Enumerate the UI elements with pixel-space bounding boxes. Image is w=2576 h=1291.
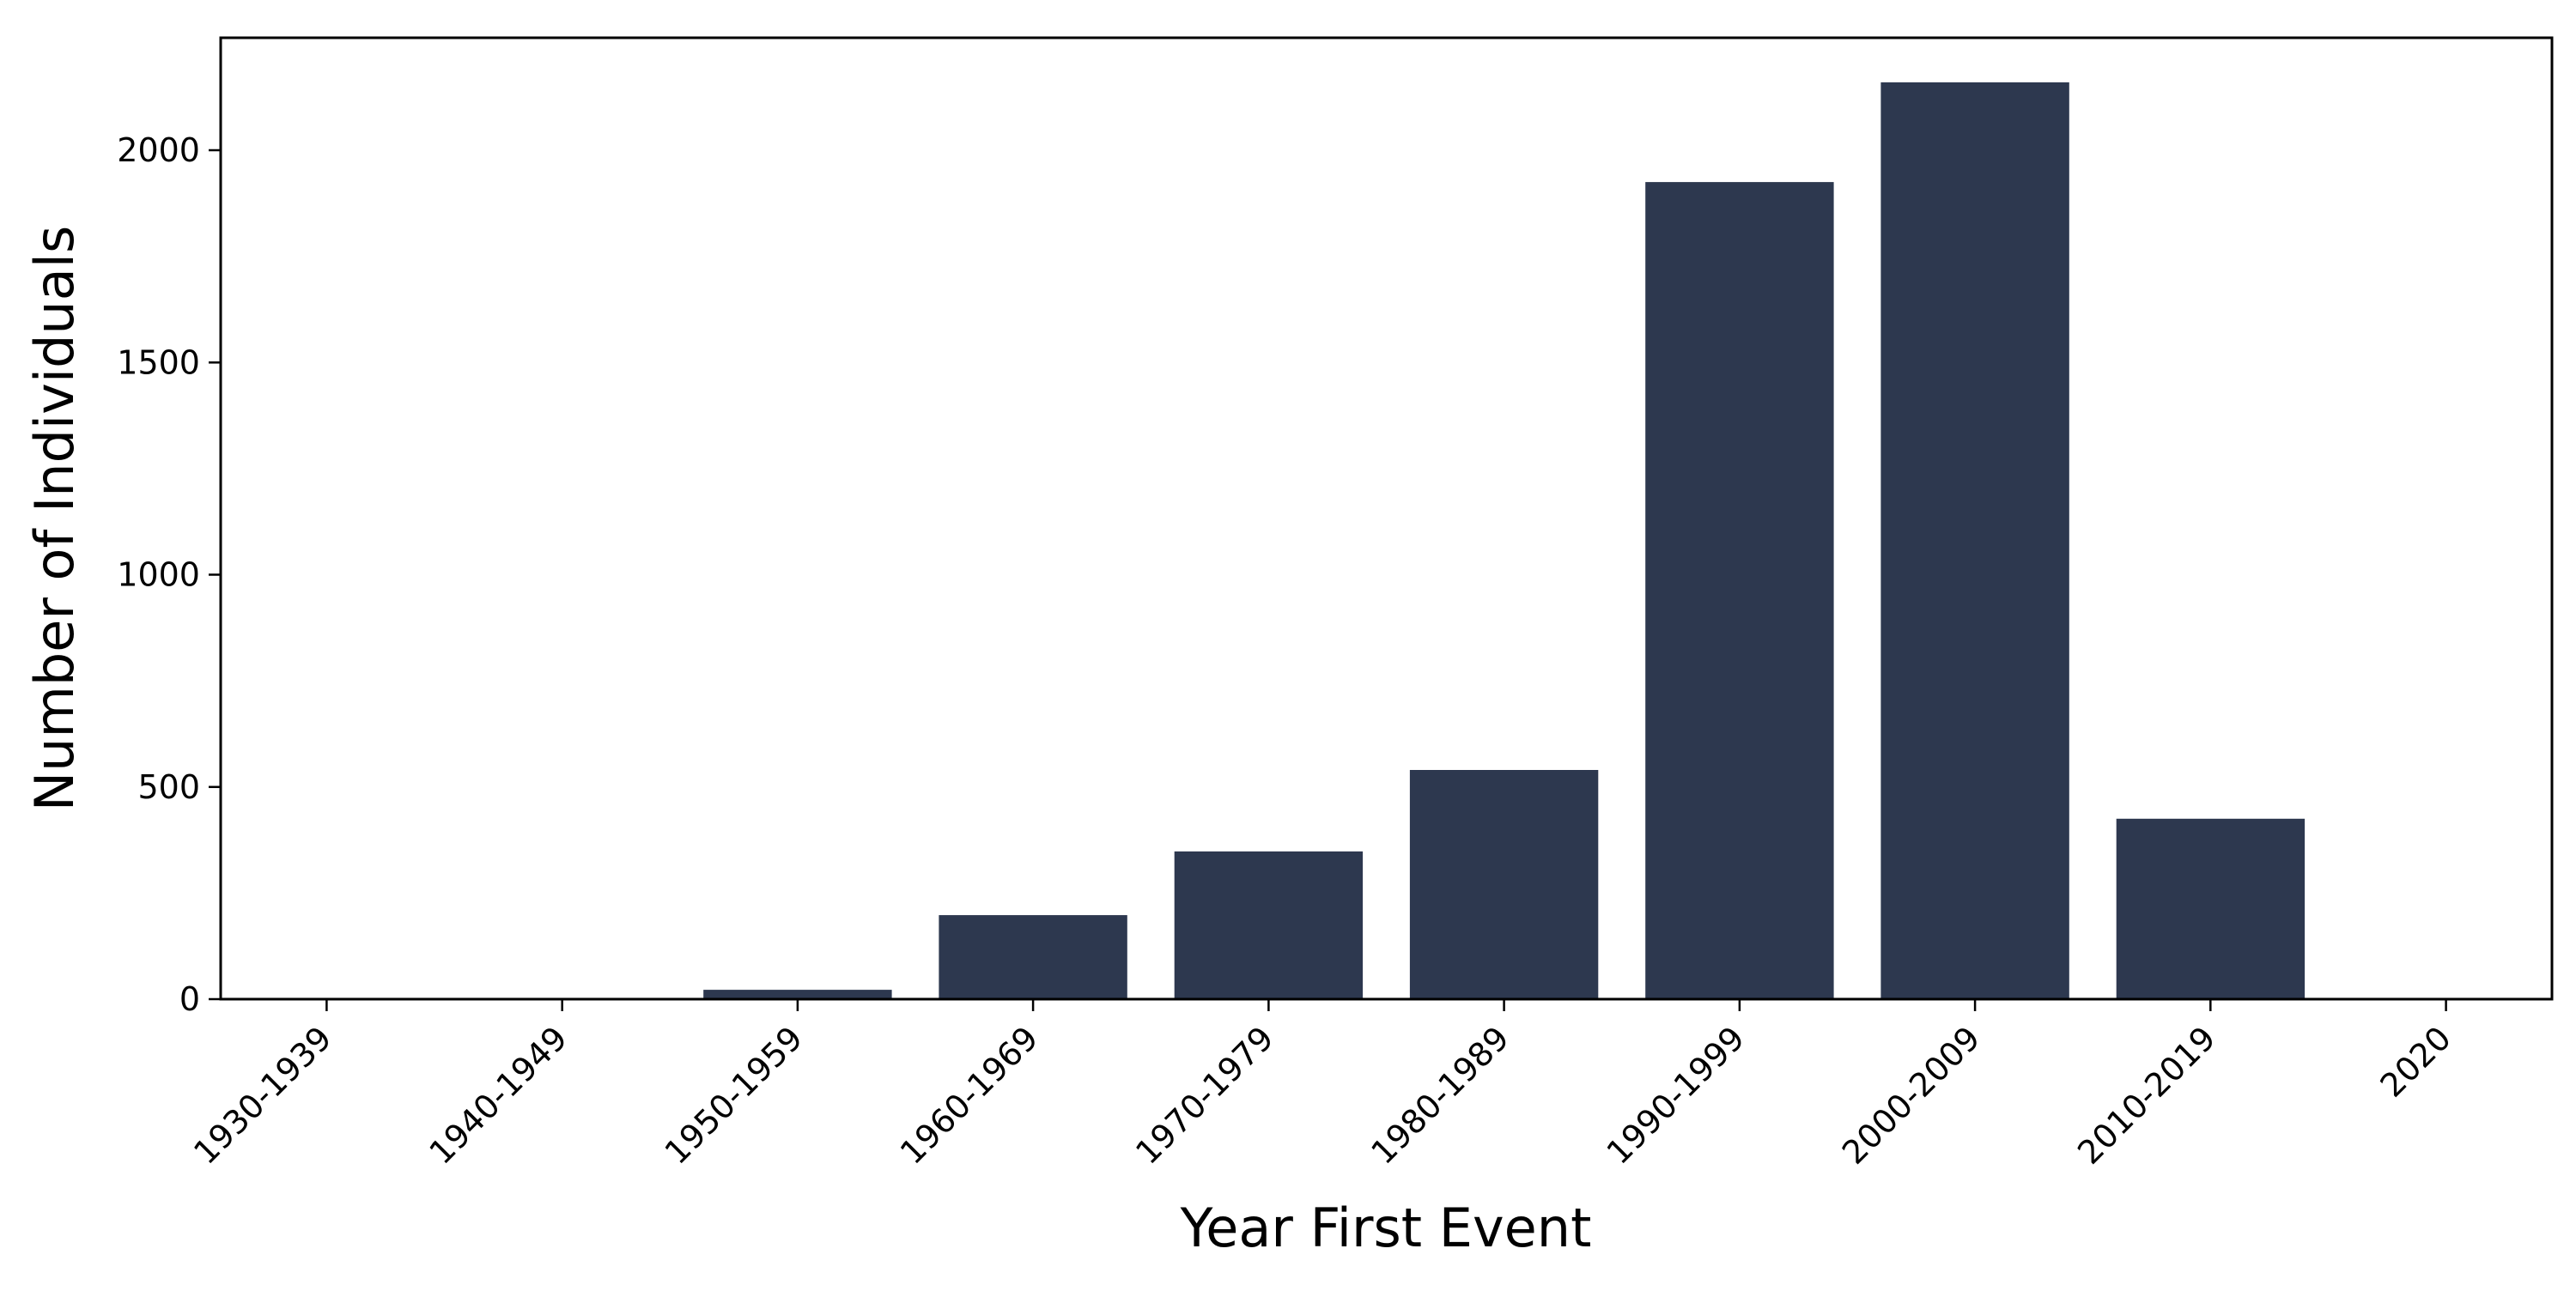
x-tick-label: 1950-1959 (658, 1019, 811, 1172)
bar-1950-1959 (703, 990, 892, 999)
bar-2000-2009 (1880, 82, 2069, 999)
y-axis: 0 500 1000 1500 2000 (117, 131, 221, 1018)
x-tick-label: 1990-1999 (1600, 1019, 1753, 1172)
y-tick-label: 500 (137, 768, 200, 806)
y-tick-label: 1500 (117, 343, 200, 381)
x-tick-label: 2000-2009 (1835, 1019, 1988, 1172)
bar-1960-1969 (939, 915, 1127, 999)
plot-frame (219, 36, 2554, 1001)
y-axis-title: Number of Individuals (23, 226, 86, 811)
x-tick-label: 1960-1969 (893, 1019, 1046, 1172)
x-axis: 1930-1939 1940-1949 1950-1959 1960-1969 1970… (186, 999, 2458, 1172)
x-tick-label: 2020 (2372, 1019, 2458, 1105)
bars-layer (232, 82, 2306, 1000)
x-tick-label: 1930-1939 (186, 1019, 339, 1172)
x-tick-label: 1940-1949 (422, 1019, 574, 1172)
y-tick-label: 1000 (117, 556, 200, 594)
bar-1990-1999 (1645, 182, 1834, 1000)
bar-1970-1979 (1174, 851, 1364, 999)
x-axis-title: Year First Event (1180, 1197, 1592, 1259)
bar-2010-2019 (2116, 818, 2306, 999)
y-tick-label: 2000 (117, 131, 200, 169)
x-tick-label: 1970-1979 (1128, 1019, 1281, 1172)
x-tick-label: 2010-2019 (2070, 1019, 2223, 1172)
x-tick-label: 1980-1989 (1364, 1019, 1516, 1172)
y-tick-label: 0 (179, 980, 200, 1018)
bar-1980-1989 (1409, 770, 1599, 999)
